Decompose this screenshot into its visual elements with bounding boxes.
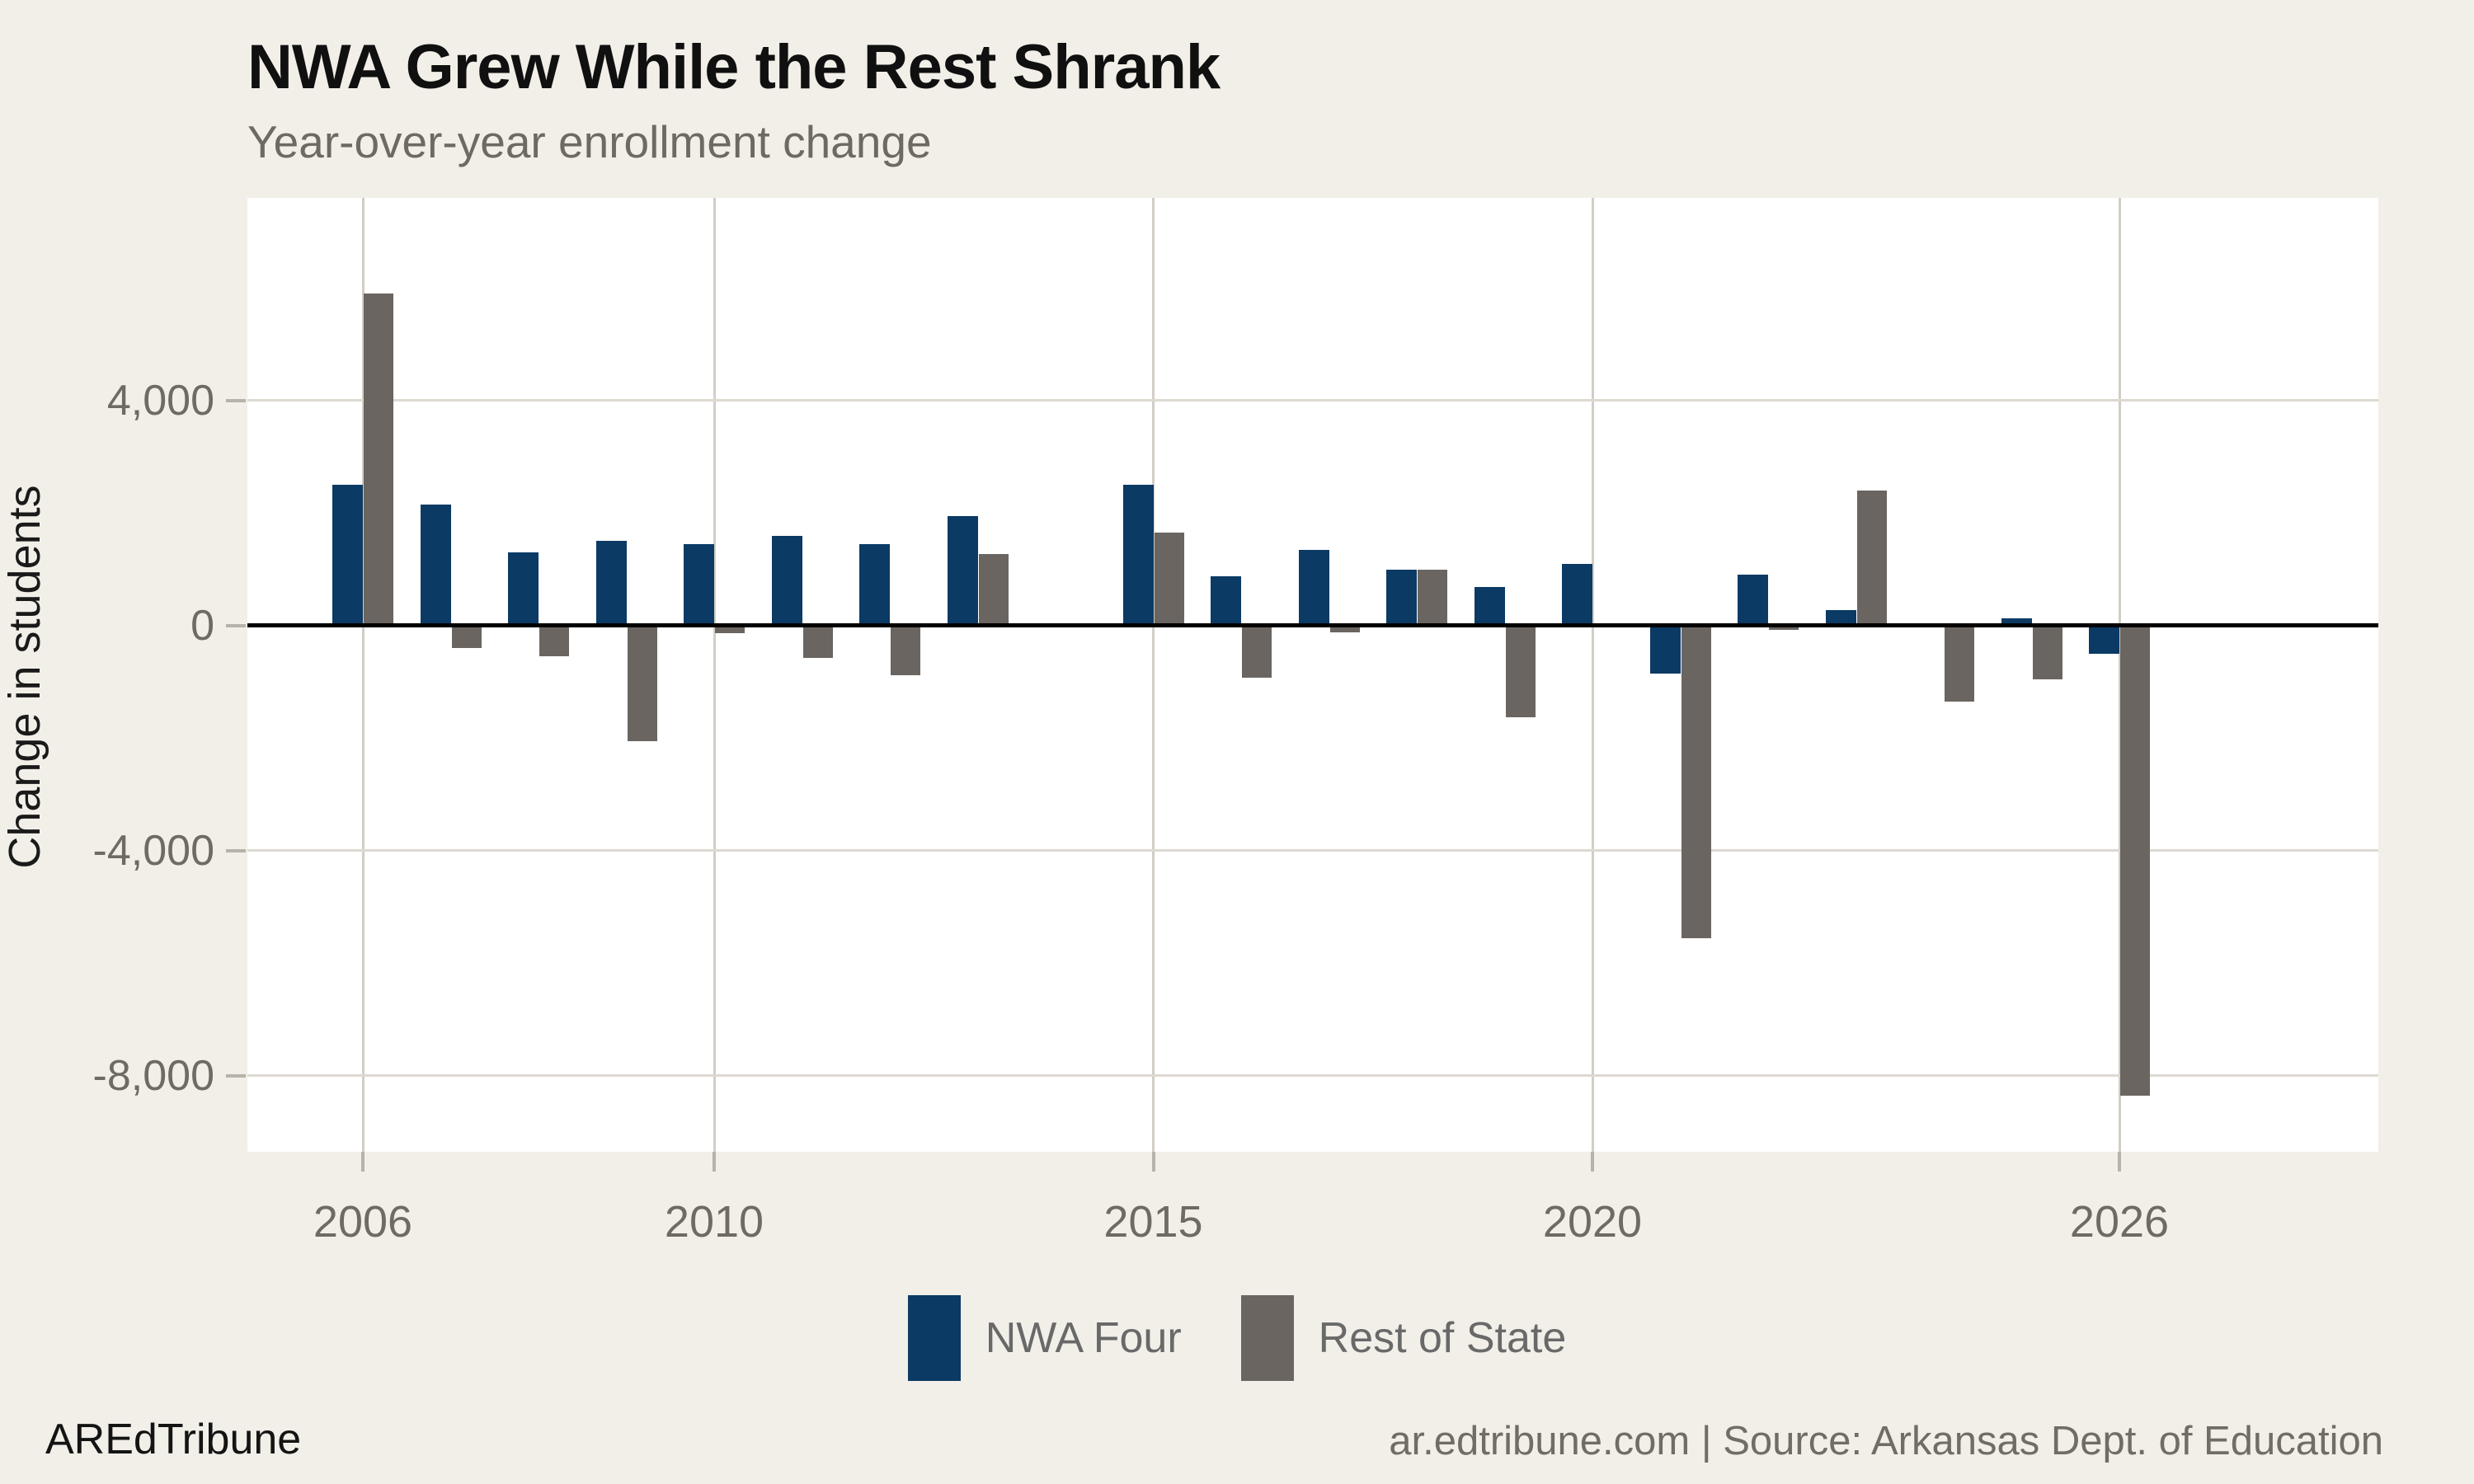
horizontal-gridline-4,000 — [247, 399, 2378, 402]
bar-rest-of-state-2021 — [1681, 625, 1711, 938]
footer-brand: AREdTribune — [45, 1416, 302, 1463]
bar-rest-of-state-2018 — [1418, 569, 1447, 626]
legend-key-0 — [907, 1294, 961, 1381]
bar-nwa-four-2025 — [2001, 618, 2032, 626]
bar-nwa-four-2018 — [1386, 569, 1417, 626]
bar-nwa-four-2026 — [2089, 625, 2119, 654]
y-axis-title: Change in students — [0, 485, 49, 869]
bar-nwa-four-2007 — [420, 505, 451, 626]
bar-nwa-four-2011 — [771, 535, 802, 626]
legend: NWA Four Rest of State — [0, 1286, 2474, 1389]
bar-nwa-four-2010 — [684, 543, 714, 626]
bar-nwa-four-2015 — [1122, 485, 1154, 626]
chart-subtitle: Year-over-year enrollment change — [247, 116, 932, 167]
x-tick-mark-2020 — [1591, 1152, 1594, 1172]
legend-label-0: NWA Four — [985, 1313, 1182, 1362]
bar-rest-of-state-2017 — [1329, 625, 1360, 632]
x-tick-label-2026: 2026 — [2069, 1197, 2170, 1247]
bar-rest-of-state-2006 — [364, 294, 393, 626]
legend-key-1 — [1240, 1294, 1294, 1381]
legend-label-1: Rest of State — [1318, 1313, 1567, 1362]
vertical-gridline-2015 — [1152, 198, 1155, 1152]
zero-line — [247, 623, 2378, 628]
bar-rest-of-state-2009 — [627, 625, 657, 741]
x-tick-mark-2026 — [2118, 1152, 2121, 1172]
bar-rest-of-state-2016 — [1242, 625, 1272, 678]
bar-rest-of-state-2010 — [715, 625, 745, 633]
vertical-gridline-2020 — [1591, 198, 1594, 1152]
legend-item-0: NWA Four — [907, 1294, 1182, 1381]
x-tick-label-2015: 2015 — [1103, 1197, 1203, 1247]
bar-nwa-four-2012 — [859, 543, 890, 626]
y-tick-label--8,000: -8,000 — [92, 1051, 214, 1100]
bar-rest-of-state-2015 — [1154, 533, 1184, 626]
bar-nwa-four-2013 — [947, 515, 978, 626]
y-tick-mark-0 — [226, 623, 246, 627]
bar-rest-of-state-2011 — [802, 625, 833, 659]
legend-item-1: Rest of State — [1240, 1294, 1567, 1381]
vertical-gridline-2006 — [361, 198, 365, 1152]
x-tick-label-2006: 2006 — [313, 1197, 413, 1247]
y-tick-label--4,000: -4,000 — [92, 826, 214, 875]
bar-nwa-four-2009 — [595, 541, 627, 626]
bar-nwa-four-2008 — [508, 552, 539, 626]
bar-nwa-four-2006 — [332, 485, 363, 626]
bar-nwa-four-2019 — [1474, 587, 1505, 626]
bar-nwa-four-2022 — [1738, 575, 1768, 626]
bar-nwa-four-2021 — [1649, 625, 1681, 674]
bar-rest-of-state-2007 — [451, 625, 482, 649]
x-tick-label-2020: 2020 — [1542, 1197, 1643, 1247]
chart-title: NWA Grew While the Rest Shrank — [247, 32, 1221, 102]
footer-source: ar.edtribune.com | Source: Arkansas Dept… — [1389, 1419, 2383, 1463]
vertical-gridline-2010 — [713, 198, 716, 1152]
bar-rest-of-state-2026 — [2120, 625, 2150, 1096]
vertical-gridline-2026 — [2118, 198, 2121, 1152]
x-tick-mark-2006 — [361, 1152, 365, 1172]
x-tick-mark-2010 — [713, 1152, 716, 1172]
bar-nwa-four-2020 — [1562, 563, 1592, 626]
horizontal-gridline--8,000 — [247, 1074, 2378, 1078]
horizontal-gridline--4,000 — [247, 849, 2378, 852]
x-tick-mark-2015 — [1151, 1152, 1155, 1172]
bar-nwa-four-2016 — [1211, 575, 1241, 626]
bar-nwa-four-2023 — [1825, 610, 1856, 626]
bar-rest-of-state-2019 — [1505, 625, 1536, 718]
bar-rest-of-state-2023 — [1856, 490, 1887, 626]
y-tick-mark--8,000 — [226, 1073, 246, 1078]
bar-nwa-four-2017 — [1298, 549, 1329, 626]
y-tick-label-0: 0 — [190, 601, 214, 650]
x-tick-label-2010: 2010 — [664, 1197, 764, 1247]
bar-rest-of-state-2012 — [891, 625, 920, 675]
y-tick-label-4,000: 4,000 — [106, 376, 214, 425]
plot-area — [247, 198, 2378, 1152]
bar-rest-of-state-2013 — [978, 554, 1009, 626]
y-tick-mark--4,000 — [226, 848, 246, 852]
bar-rest-of-state-2025 — [2032, 625, 2062, 679]
bar-rest-of-state-2024 — [1945, 625, 1974, 702]
bar-rest-of-state-2008 — [539, 625, 569, 657]
y-tick-mark-4,000 — [226, 398, 246, 402]
